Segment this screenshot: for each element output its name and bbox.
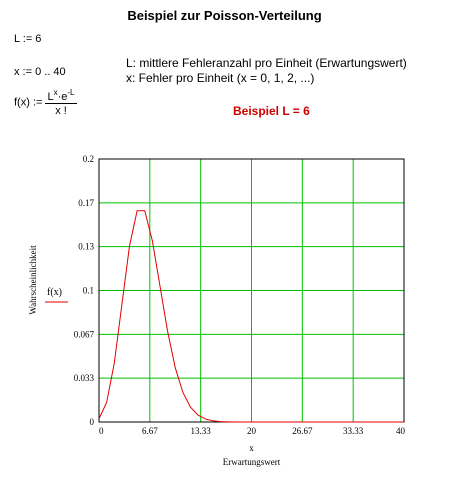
f-numerator: Lx·e-L (45, 88, 77, 104)
description-line-2: x: Fehler pro Einheit (x = 0, 1, 2, ...) (126, 71, 315, 85)
x-tick-label: 40 (396, 426, 406, 436)
f-denominator: x ! (55, 105, 67, 117)
x-tick-label: 20 (247, 426, 257, 436)
numerator-exp-x: x (53, 88, 58, 97)
x-axis-label: x (249, 443, 254, 453)
y-axis-label: Wahrscheinlichkeit (28, 245, 38, 315)
y-tick-label: 0.17 (78, 198, 94, 208)
chart-grid (99, 159, 404, 422)
example-label: Beispiel L = 6 (233, 104, 310, 118)
x-tick-label: 13.33 (191, 426, 212, 436)
y-tick-label: 0 (90, 417, 95, 427)
x-axis-sublabel: Erwartungswert (223, 457, 281, 467)
y-tick-label: 0.067 (74, 329, 95, 339)
f-definition: f(x) := Lx·e-L x ! (14, 88, 77, 117)
description-line-1: L: mittlere Fehleranzahl pro Einheit (Er… (126, 56, 407, 70)
x-tick-label: 33.33 (343, 426, 364, 436)
x-tick-label: 0 (99, 426, 104, 436)
y-tick-label: 0.13 (78, 242, 94, 252)
x-tick-labels: 0 6.67 13.33 20 26.67 33.33 40 (99, 426, 406, 436)
legend-label: f(x) (47, 287, 62, 298)
f-lhs: f(x) := (14, 96, 43, 109)
numerator-e: ·e (57, 91, 68, 103)
numerator-base-l: L (47, 91, 54, 103)
y-tick-label: 0.033 (74, 373, 95, 383)
l-definition: L := 6 (14, 33, 42, 45)
x-definition: x := 0 .. 40 (14, 66, 66, 78)
series-line-f-x (98, 210, 404, 423)
page-title: Beispiel zur Poisson-Verteilung (127, 8, 322, 23)
x-tick-label: 6.67 (142, 426, 158, 436)
y-tick-label: 0.2 (83, 154, 94, 164)
numerator-exp-minus-l: -L (67, 88, 75, 97)
f-fraction: Lx·e-L x ! (45, 88, 77, 117)
y-tick-labels: 0 0.033 0.067 0.1 0.13 0.17 0.2 (74, 154, 95, 427)
y-tick-label: 0.1 (83, 286, 94, 296)
x-tick-label: 26.67 (292, 426, 313, 436)
